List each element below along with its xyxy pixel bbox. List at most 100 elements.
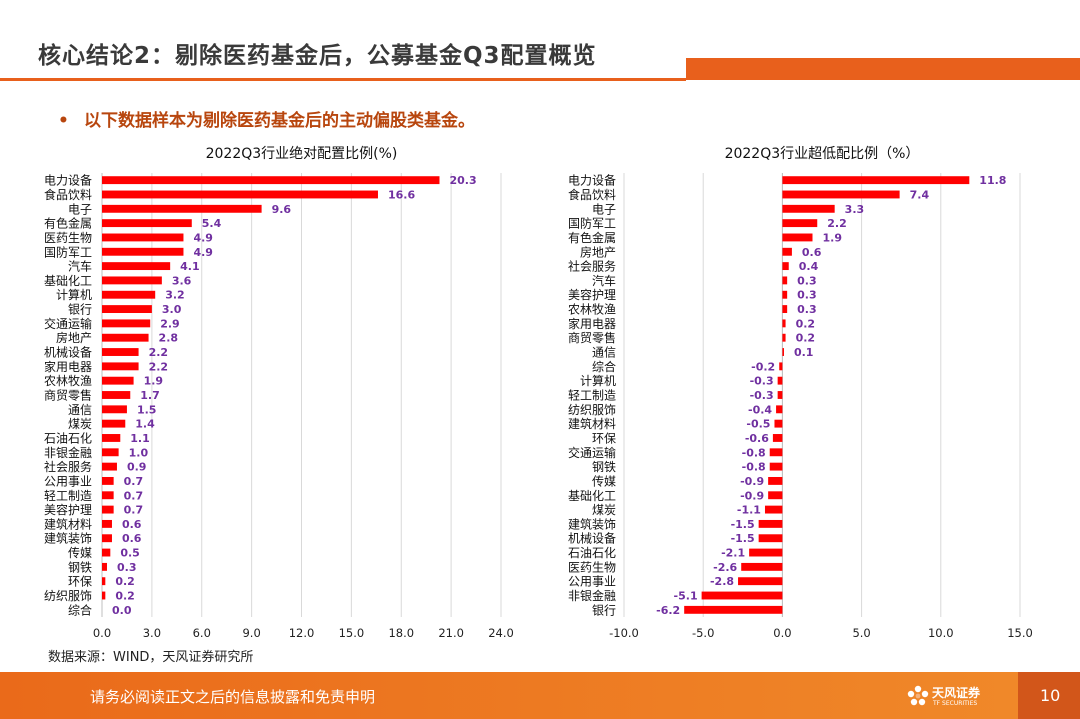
chart2-bar [741,562,783,571]
chart2-category-label: 国防军工 [568,216,616,231]
chart1-bar [102,462,117,471]
chart2-bar [782,262,789,271]
footer-bar [0,672,1080,719]
chart1-data-label: 3.0 [162,303,182,316]
chart1-bar [102,190,378,199]
chart1-category-label: 公用事业 [44,474,92,488]
chart2-data-label: -1.5 [731,518,755,531]
chart1-category-label: 环保 [68,575,92,589]
chart2-bar [782,319,786,328]
chart2-data-label: -0.5 [746,418,770,431]
chart2-category-label: 公用事业 [568,575,616,589]
chart2-category-label: 商贸零售 [568,330,616,345]
chart2-bar [782,204,835,213]
chart1-category-label: 综合 [68,602,92,617]
bullet-point: • 以下数据样本为剔除医药基金后的主动偏股类基金。 [58,106,475,131]
chart1-bar [102,519,112,528]
chart1-x-tick-label: 18.0 [388,626,414,640]
chart2-data-label: 1.9 [822,231,842,244]
chart1-category-label: 家用电器 [44,359,92,374]
chart2-category-label: 纺织服饰 [568,403,616,417]
chart2-data-label: 7.4 [910,188,930,201]
chart1-bar [102,290,156,299]
chart1-x-tick-label: 12.0 [289,626,315,640]
chart2-bar [777,391,783,399]
chart1-bar [102,348,139,356]
chart1-data-label: 0.0 [112,604,132,617]
chart1-bar [102,276,162,285]
chart2-bar [782,190,900,199]
chart1-x-tick-label: 3.0 [143,626,161,640]
chart1-category-label: 石油石化 [44,431,92,445]
chart1-bar [102,591,106,600]
chart1-category-label: 食品饮料 [44,187,92,202]
chart2-data-label: 0.2 [796,332,816,345]
chart1-data-label: 2.8 [159,332,179,345]
chart1-category-label: 商贸零售 [44,388,92,403]
chart1-bar [102,219,192,228]
chart1-data-label: 3.6 [172,274,192,287]
chart2-data-label: -1.1 [737,504,761,517]
chart2-bar [758,519,783,528]
chart1-data-label: 4.9 [193,231,213,244]
chart1-data-label: 0.6 [122,532,142,545]
chart2-category-label: 美容护理 [568,287,616,302]
chart1-bar [102,476,114,485]
chart2-bar [758,534,783,543]
chart2-bar [701,591,783,600]
chart1-data-label: 2.2 [149,360,169,373]
chart1-data-label: 2.2 [149,346,169,359]
chart2-category-label: 汽车 [592,273,616,288]
chart1-bar [102,391,131,399]
chart2-data-label: -0.9 [740,475,764,488]
chart2-category-label: 交通运输 [568,445,616,460]
chart2-bar [782,233,813,242]
chart2-bar [782,176,970,185]
chart1-bar [102,562,107,571]
title-accent-bar [686,58,1080,80]
chart2-category-label: 社会服务 [568,259,616,274]
chart2-data-label: -0.3 [750,375,774,388]
chart2-category-label: 电子 [592,202,616,216]
chart1-x-tick-label: 0.0 [93,626,111,640]
chart2-data-label: 3.3 [845,203,865,216]
chart1-bar [102,505,114,514]
slide-title: 核心结论2：剔除医药基金后，公募基金Q3配置概览 [38,43,597,69]
chart1-category-label: 轻工制造 [44,489,92,503]
chart2-bar [684,605,783,614]
chart2-category-label: 家用电器 [568,316,616,331]
chart1-category-label: 煤炭 [68,417,92,431]
chart2-data-label: 0.3 [797,289,817,302]
chart1-category-label: 美容护理 [44,502,92,517]
chart1-data-label: 1.5 [137,403,157,416]
chart2-category-label: 通信 [592,346,616,360]
page-number-box [1018,672,1080,719]
chart2-data-label: -2.6 [713,561,737,574]
chart2-category-label: 机械设备 [568,531,616,546]
chart2-category-label: 传媒 [592,473,616,488]
chart1-bar [102,262,171,271]
chart1-x-tick-label: 15.0 [339,626,365,640]
chart2-x-tick-label: 10.0 [928,626,954,640]
chart1-bar [102,333,149,342]
chart2-data-label: 0.2 [796,317,816,330]
disclaimer-link[interactable]: 请务必阅读正文之后的信息披露和免责申明 [90,688,376,706]
chart1-title: 2022Q3行业绝对配置比例(%) [206,146,398,162]
chart2-category-label: 轻工制造 [568,389,616,403]
chart1-data-label: 1.9 [144,375,164,388]
page-number: 10 [1040,686,1061,705]
chart2-category-label: 石油石化 [568,546,616,560]
chart1-bar [102,491,114,500]
chart1-category-label: 通信 [68,403,92,417]
chart1-data-label: 1.4 [135,418,155,431]
chart2-data-label: -0.3 [750,389,774,402]
chart1-data-label: 0.5 [120,547,140,560]
chart2-x-tick-label: 0.0 [773,626,791,640]
bullet-marker: • [58,111,69,131]
chart1-bar [102,434,121,442]
chart1-data-label: 0.2 [115,590,135,603]
chart2-category-label: 钢铁 [592,460,616,474]
chart2-x-tick-label: -5.0 [692,626,714,640]
chart1-category-label: 交通运输 [44,316,92,331]
chart2-data-label: -6.2 [656,604,680,617]
